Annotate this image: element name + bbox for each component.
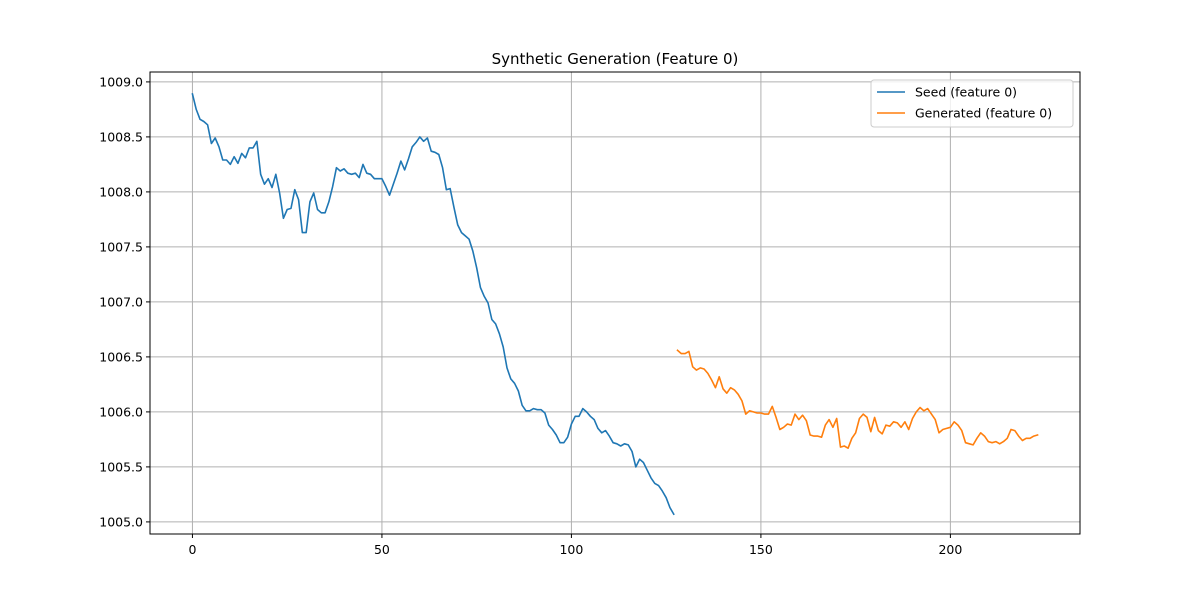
plot-frame [149, 71, 1081, 535]
y-tick-label-1: 1005.5 [99, 459, 143, 474]
x-tick-label-4: 200 [938, 542, 962, 557]
series-line-1 [676, 349, 1039, 450]
axis-ticks: 0 50 100 150 200 1005.0 1005.5 1006.0 1006.5 1007… [99, 74, 962, 557]
y-tick-label-2: 1006.0 [99, 404, 143, 419]
legend-box [870, 79, 1074, 128]
legend-label-0: Seed (feature 0) [915, 85, 1017, 100]
x-tick-label-1: 50 [374, 542, 390, 557]
y-tick-label-6: 1008.0 [99, 184, 143, 199]
y-tick-label-5: 1007.5 [99, 239, 143, 254]
chart-title: Synthetic Generation (Feature 0) [492, 50, 739, 68]
legend: Seed (feature 0) Generated (feature 0) [870, 79, 1074, 128]
series-lines [191, 93, 1039, 516]
y-tick-label-7: 1008.5 [99, 129, 143, 144]
legend-label-1: Generated (feature 0) [915, 106, 1052, 121]
x-tick-label-0: 0 [188, 542, 196, 557]
y-tick-label-0: 1005.0 [99, 514, 143, 529]
grid [150, 72, 1080, 534]
y-tick-label-3: 1006.5 [99, 349, 143, 364]
y-tick-label-4: 1007.0 [99, 294, 143, 309]
x-tick-label-3: 150 [749, 542, 773, 557]
series-line-0 [191, 93, 675, 516]
y-tick-label-8: 1009.0 [99, 74, 143, 89]
x-tick-label-2: 100 [559, 542, 583, 557]
